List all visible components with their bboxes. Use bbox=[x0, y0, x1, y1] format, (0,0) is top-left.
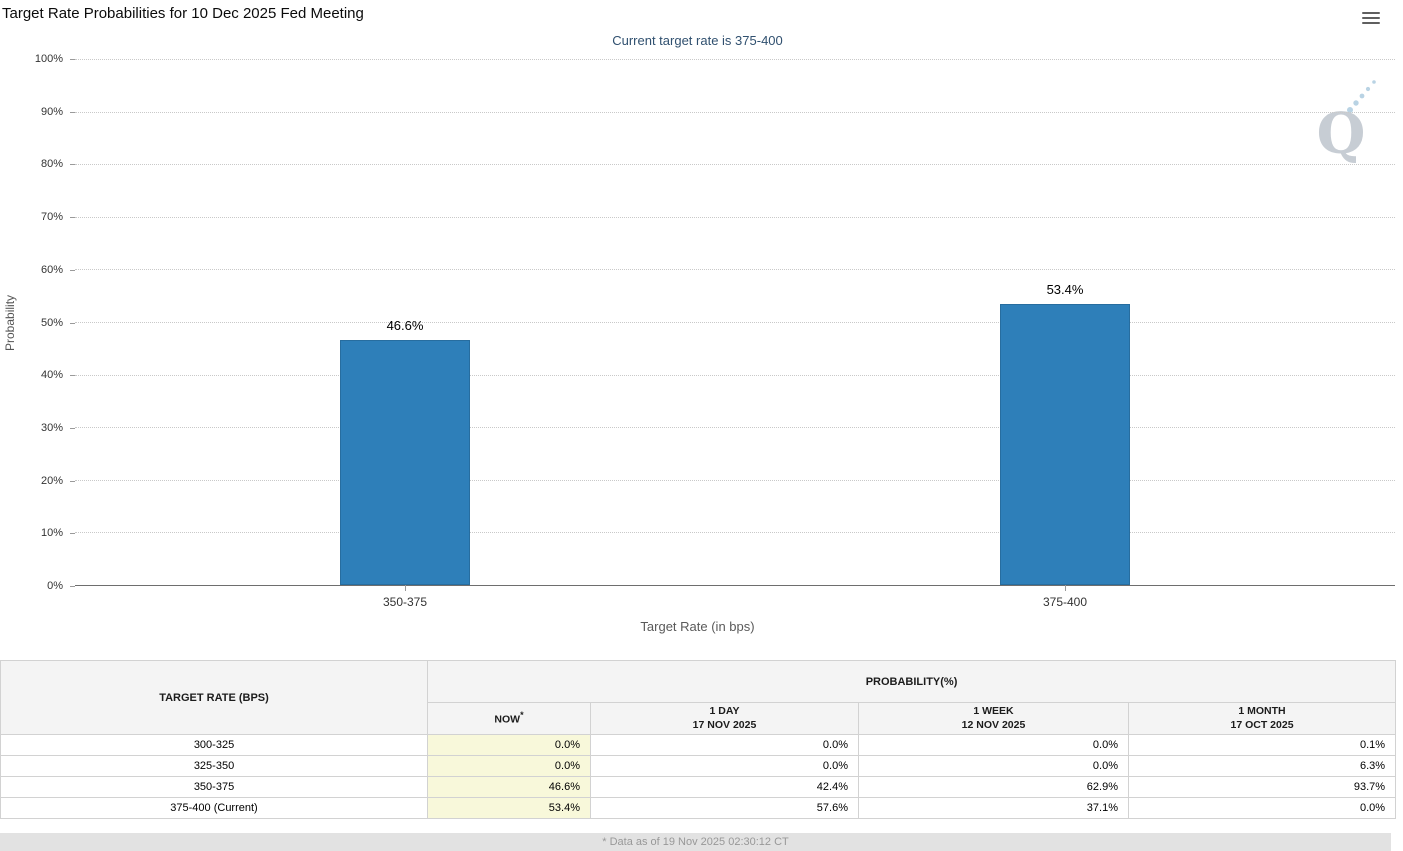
y-tick-mark bbox=[70, 480, 75, 482]
bar-375-400[interactable] bbox=[1000, 304, 1130, 585]
x-tick-label: 350-375 bbox=[382, 595, 428, 609]
gridline bbox=[75, 269, 1395, 271]
hamburger-menu-icon[interactable] bbox=[1362, 9, 1380, 25]
y-tick-mark bbox=[70, 164, 75, 166]
plot-area: Q 46.6% 53.4% bbox=[75, 59, 1395, 591]
rate-range-cell: 350-375 bbox=[0, 776, 428, 799]
col-header-probability-group: PROBABILITY(%) bbox=[426, 660, 1397, 703]
gridline bbox=[75, 479, 1395, 481]
probability-cell: 62.9% bbox=[858, 776, 1129, 799]
gridline bbox=[75, 164, 1395, 166]
col-header-1month: 1 MONTH 17 OCT 2025 bbox=[1127, 701, 1397, 736]
now-label: NOW bbox=[494, 713, 521, 726]
gridline bbox=[75, 111, 1395, 113]
probability-cell: 0.0% bbox=[1127, 797, 1397, 820]
menu-bar bbox=[1362, 22, 1380, 24]
y-tick-label: 30% bbox=[40, 421, 63, 434]
y-tick-label: 60% bbox=[40, 263, 63, 276]
y-tick-label: 90% bbox=[40, 105, 63, 118]
data-footnote: * Data as of 19 Nov 2025 02:30:12 CT bbox=[0, 833, 1391, 851]
col-header-now: NOW* bbox=[427, 701, 591, 736]
table-row: 325-350 0.0% 0.0% 0.0% 6.3% bbox=[0, 755, 1397, 778]
y-tick-label: 10% bbox=[40, 527, 63, 540]
y-tick-mark bbox=[70, 111, 75, 113]
period-date: 12 NOV 2025 bbox=[961, 718, 1026, 731]
period-label: 1 MONTH bbox=[1238, 705, 1286, 717]
probability-cell: 0.0% bbox=[858, 734, 1129, 757]
y-tick-mark bbox=[70, 533, 75, 535]
probability-table: TARGET RATE (BPS) PROBABILITY(%) NOW* 1 … bbox=[0, 659, 1397, 820]
y-tick-label: 0% bbox=[47, 580, 63, 592]
x-tick-label: 375-400 bbox=[1042, 595, 1088, 609]
gridline bbox=[75, 374, 1395, 376]
y-axis-ticks: 100% 90% 80% 70% 60% 50% 40% 30% 20% 10% 0% bbox=[0, 53, 75, 592]
probability-cell: 0.1% bbox=[1127, 734, 1397, 757]
table-row: 300-325 0.0% 0.0% 0.0% 0.1% bbox=[0, 734, 1397, 757]
probability-cell: 53.4% bbox=[427, 797, 591, 820]
chart-subtitle: Current target rate is 375-400 bbox=[612, 33, 783, 48]
probability-cell: 37.1% bbox=[858, 797, 1129, 820]
table-row: 375-400 (Current) 53.4% 57.6% 37.1% 0.0% bbox=[0, 797, 1397, 820]
y-tick-mark bbox=[70, 375, 75, 377]
page-title: Target Rate Probabilities for 10 Dec 202… bbox=[2, 5, 364, 22]
quikstrike-watermark-icon: Q bbox=[1307, 77, 1379, 169]
bar-value-label: 46.6% bbox=[386, 317, 424, 333]
y-tick-label: 50% bbox=[40, 316, 63, 329]
x-tick-mark bbox=[405, 585, 406, 591]
x-tick-mark bbox=[1065, 585, 1066, 591]
x-axis-title: Target Rate (in bps) bbox=[640, 619, 755, 634]
y-tick-mark bbox=[70, 269, 75, 271]
probability-cell: 0.0% bbox=[590, 755, 859, 778]
period-date: 17 NOV 2025 bbox=[692, 718, 757, 731]
col-header-1week: 1 WEEK 12 NOV 2025 bbox=[858, 701, 1129, 736]
table-row: 350-375 46.6% 42.4% 62.9% 93.7% bbox=[0, 776, 1397, 799]
probability-cell: 6.3% bbox=[1127, 755, 1397, 778]
bar-350-375[interactable] bbox=[340, 339, 470, 585]
table-header-row-group: TARGET RATE (BPS) PROBABILITY(%) bbox=[0, 659, 1397, 736]
x-axis-ticks: 350-375 375-400 bbox=[75, 595, 1395, 611]
y-tick-mark bbox=[70, 217, 75, 219]
y-tick-label: 100% bbox=[34, 53, 63, 65]
rate-table-body: 300-325 0.0% 0.0% 0.0% 0.1% 325-350 0.0% 0.0% 0.… bbox=[0, 734, 1397, 820]
menu-bar bbox=[1362, 17, 1380, 19]
y-tick-label: 80% bbox=[40, 158, 63, 171]
col-header-1day: 1 DAY 17 NOV 2025 bbox=[590, 701, 859, 736]
rate-range-cell: 375-400 (Current) bbox=[0, 797, 428, 820]
col-header-target-rate: TARGET RATE (BPS) bbox=[0, 659, 428, 736]
probability-cell: 46.6% bbox=[427, 776, 591, 799]
rate-range-cell: 325-350 bbox=[0, 755, 428, 778]
probability-cell: 0.0% bbox=[427, 734, 591, 757]
table-header-row-periods: NOW* 1 DAY 17 NOV 2025 1 WEEK 12 NOV 202… bbox=[1, 701, 1397, 736]
probability-cell: 0.0% bbox=[427, 755, 591, 778]
gridline bbox=[75, 59, 1395, 60]
y-tick-label: 70% bbox=[40, 211, 63, 224]
menu-bar bbox=[1362, 12, 1380, 14]
probability-cell: 0.0% bbox=[590, 734, 859, 757]
gridline bbox=[75, 427, 1395, 429]
y-tick-mark bbox=[70, 586, 75, 587]
now-footnote-marker: * bbox=[520, 710, 524, 721]
probability-cell: 93.7% bbox=[1127, 776, 1397, 799]
probability-cell: 42.4% bbox=[590, 776, 859, 799]
rate-range-cell: 300-325 bbox=[0, 734, 428, 757]
gridline bbox=[75, 532, 1395, 534]
period-date: 17 OCT 2025 bbox=[1230, 718, 1294, 731]
probability-cell: 0.0% bbox=[858, 755, 1129, 778]
y-tick-label: 40% bbox=[40, 369, 63, 382]
y-tick-mark bbox=[70, 59, 75, 60]
gridline bbox=[75, 216, 1395, 218]
period-label: 1 WEEK bbox=[973, 705, 1014, 717]
probability-cell: 57.6% bbox=[590, 797, 859, 820]
bar-value-label: 53.4% bbox=[1046, 282, 1084, 298]
period-label: 1 DAY bbox=[709, 705, 740, 717]
y-tick-label: 20% bbox=[40, 474, 63, 487]
y-tick-mark bbox=[70, 427, 75, 429]
y-tick-mark bbox=[70, 322, 75, 324]
gridline bbox=[75, 322, 1395, 323]
